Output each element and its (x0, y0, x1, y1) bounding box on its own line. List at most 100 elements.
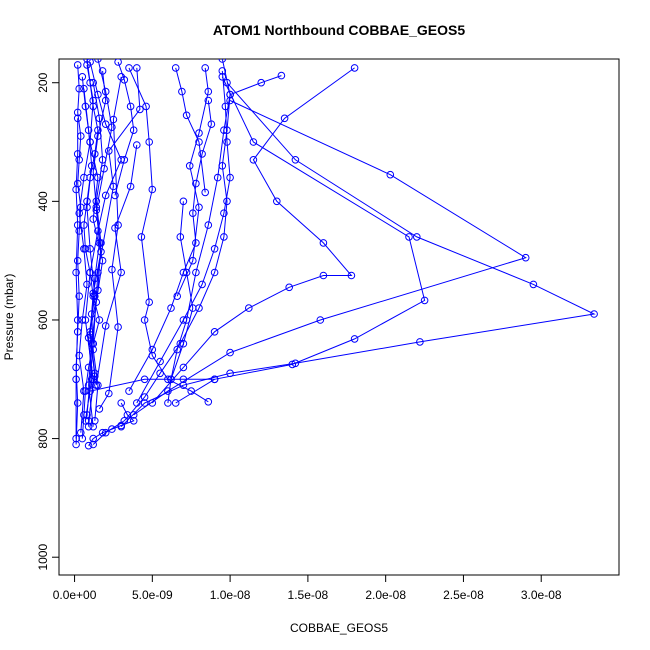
data-point (171, 399, 180, 407)
data-point (72, 434, 80, 443)
series-12 (164, 71, 286, 407)
data-point (220, 126, 228, 134)
series-line (128, 100, 212, 392)
data-point (204, 221, 213, 229)
series-11 (125, 64, 213, 406)
data-point (145, 138, 153, 146)
series-layer (72, 59, 598, 450)
data-point (78, 73, 87, 81)
data-point (125, 64, 133, 72)
data-point (386, 170, 395, 179)
data-point (226, 348, 234, 357)
data-point (285, 283, 294, 292)
data-point (140, 316, 149, 324)
data-point (73, 114, 82, 123)
data-point (80, 84, 88, 93)
data-point (72, 440, 80, 449)
data-point (179, 339, 188, 348)
data-point (73, 108, 82, 117)
data-point (140, 393, 149, 401)
series-5 (133, 67, 234, 407)
data-point (350, 64, 359, 72)
series-line (92, 59, 231, 445)
data-point (129, 417, 138, 425)
x-tick-label: 2.0e-08 (365, 588, 406, 602)
series-23 (171, 64, 209, 197)
data-point (83, 61, 91, 69)
data-point (171, 64, 180, 72)
series-line (175, 76, 426, 404)
data-point (204, 87, 213, 96)
y-tick-label: 600 (36, 310, 50, 330)
data-point (182, 111, 191, 120)
data-point (92, 206, 101, 214)
data-point (73, 399, 82, 407)
data-point (92, 197, 101, 206)
series-line (89, 378, 215, 392)
data-point (277, 71, 286, 80)
series-line (89, 59, 113, 377)
data-point (245, 304, 253, 312)
data-point (108, 425, 116, 433)
data-point (101, 87, 110, 96)
data-point (86, 245, 94, 253)
data-point (176, 233, 185, 241)
data-point (101, 120, 110, 128)
x-tick-label: 5.0e-09 (132, 588, 173, 602)
data-point (273, 197, 281, 206)
data-point (95, 114, 104, 123)
data-point (117, 399, 125, 407)
data-point (72, 185, 80, 194)
data-point (189, 256, 197, 265)
data-point (173, 345, 181, 354)
data-point (73, 221, 82, 229)
series-line (133, 100, 527, 416)
data-point (89, 434, 97, 443)
data-point (86, 268, 94, 277)
data-point (167, 375, 175, 384)
data-point (97, 239, 105, 247)
data-point (249, 156, 258, 164)
data-point (140, 375, 149, 384)
data-point (75, 292, 83, 301)
data-point (114, 59, 122, 66)
data-point (210, 268, 219, 277)
data-point (192, 179, 200, 188)
data-point (95, 405, 104, 413)
series-9 (117, 78, 598, 431)
series-line (98, 76, 122, 410)
data-point (137, 233, 146, 241)
data-point (72, 375, 80, 384)
series-18 (86, 59, 116, 381)
data-point (198, 280, 206, 289)
data-point (178, 87, 186, 96)
data-point (350, 335, 359, 343)
series-line (151, 67, 355, 404)
y-tick-label: 400 (36, 191, 50, 211)
data-point (75, 84, 83, 93)
series-25 (111, 59, 138, 200)
x-axis-label: COBBAE_GEOS5 (290, 621, 388, 635)
data-point (105, 147, 113, 155)
data-point (111, 191, 119, 200)
data-point (129, 126, 138, 134)
data-point (220, 233, 228, 241)
data-point (148, 351, 157, 360)
data-point (98, 256, 107, 265)
data-point (94, 90, 102, 99)
data-point (218, 67, 227, 75)
x-tick-label: 1.0e-08 (210, 588, 251, 602)
data-point (111, 224, 119, 232)
data-point (105, 389, 113, 398)
data-point (81, 417, 90, 425)
data-point (87, 339, 96, 348)
data-point (117, 421, 125, 430)
data-point (101, 96, 110, 105)
data-point (145, 298, 153, 307)
data-point (114, 323, 122, 331)
data-point (75, 209, 83, 217)
data-point (126, 102, 135, 111)
series-line (170, 201, 194, 380)
data-point (291, 359, 300, 368)
data-point (529, 280, 538, 289)
